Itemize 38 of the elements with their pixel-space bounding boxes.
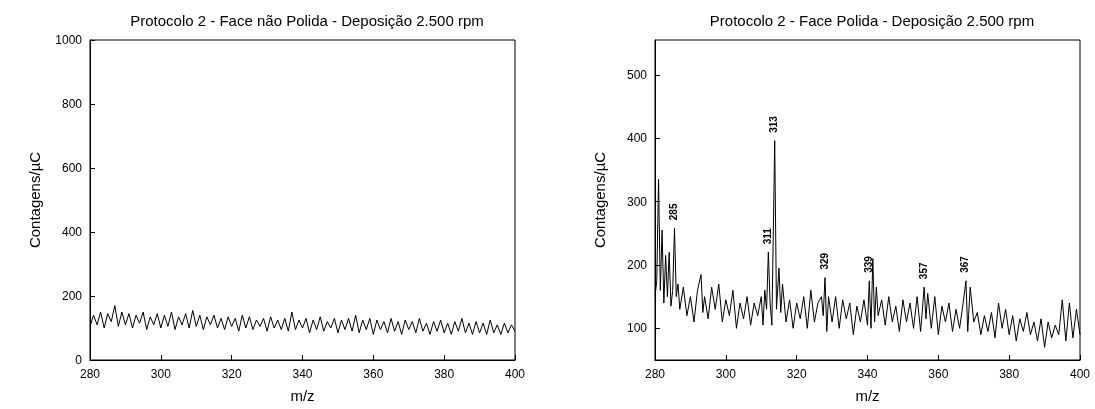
x-tick-label: 380: [999, 367, 1020, 381]
annotation: 285: [667, 203, 679, 221]
y-tick-label: 200: [626, 257, 648, 272]
annotation: 329: [818, 252, 830, 270]
annotation: 313: [768, 115, 780, 133]
x-axis-title: m/z: [855, 387, 880, 404]
x-axis-title: m/z: [290, 387, 315, 404]
chart-title: Protocolo 2 - Face não Polida - Deposição 2.500 rpm: [130, 12, 484, 29]
y-axis-title: Contagens/µC: [26, 151, 43, 249]
y-tick-label: 500: [626, 67, 648, 82]
x-tick-label: 380: [434, 367, 455, 381]
y-tick-label: 0: [75, 353, 83, 367]
annotation: 339: [862, 255, 874, 273]
chart-title: Protocolo 2 - Face Polida - Deposição 2.500 rpm: [709, 12, 1035, 29]
x-tick-label: 300: [150, 367, 172, 381]
x-tick-label: 320: [786, 367, 807, 381]
x-tick-label: 280: [79, 367, 101, 381]
x-tick-label: 400: [1069, 367, 1091, 381]
annotation: 367: [959, 255, 971, 273]
y-tick-label: 400: [61, 225, 83, 239]
x-tick-label: 360: [928, 367, 949, 381]
x-tick-label: 340: [857, 367, 878, 381]
x-tick-label: 360: [363, 367, 384, 381]
annotation: 357: [917, 262, 929, 280]
y-tick-label: 300: [626, 194, 648, 209]
y-axis-title: Contagens/µC: [591, 151, 608, 249]
annotation: 311: [761, 227, 773, 245]
x-tick-label: 340: [292, 367, 313, 381]
y-tick-label: 200: [61, 289, 83, 303]
x-tick-label: 280: [644, 367, 666, 381]
y-tick-label: 800: [61, 97, 83, 111]
x-tick-label: 400: [504, 367, 526, 381]
y-tick-label: 400: [626, 131, 648, 146]
y-tick-label: 600: [61, 161, 83, 175]
x-tick-label: 320: [221, 367, 242, 381]
y-tick-label: 100: [626, 321, 648, 336]
y-tick-label: 1000: [55, 33, 83, 47]
x-tick-label: 300: [715, 367, 737, 381]
